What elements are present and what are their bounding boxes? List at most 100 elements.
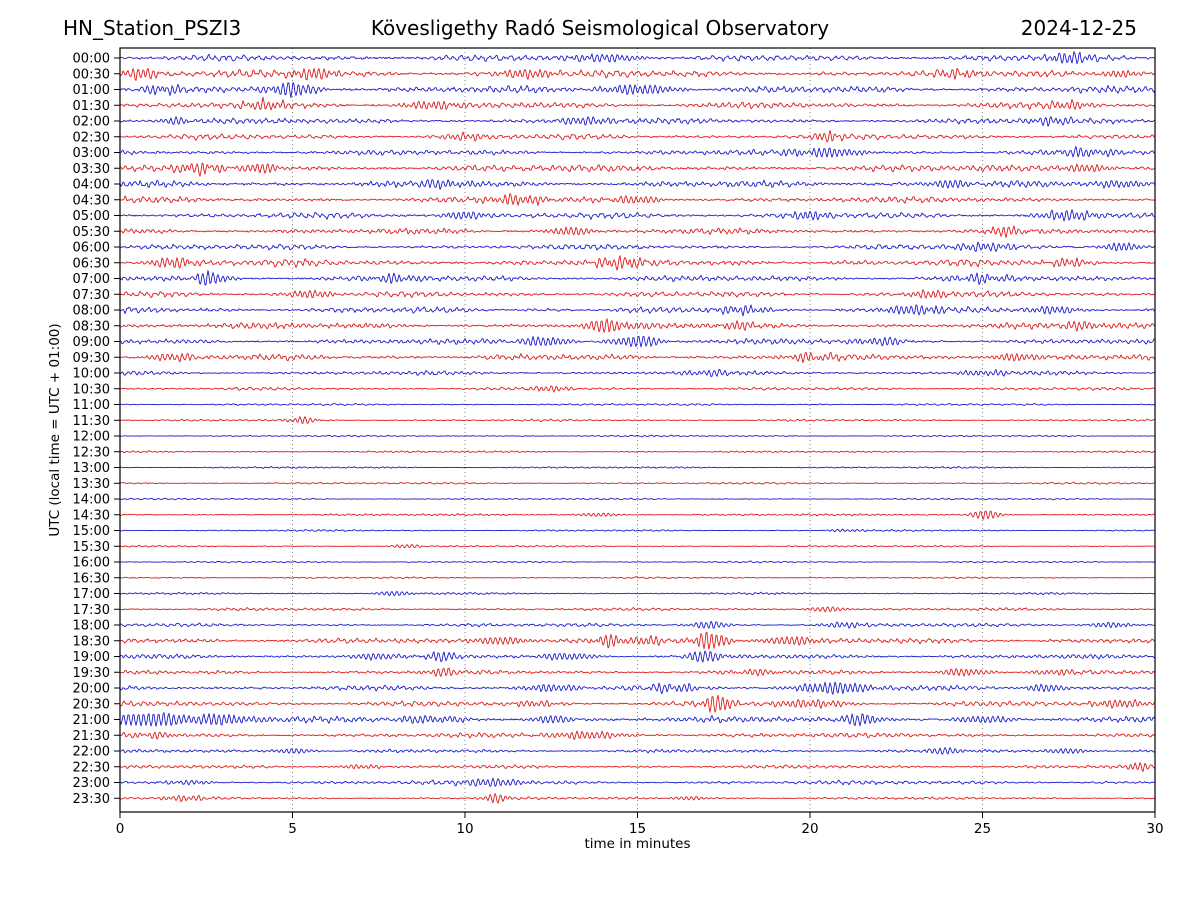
trace-row-0530 xyxy=(119,225,1156,238)
trace-row-0200 xyxy=(119,116,1156,127)
y-tick-label: 01:30 xyxy=(73,99,110,114)
y-tick-label: 11:30 xyxy=(73,414,110,429)
y-tick-label: 12:30 xyxy=(73,445,110,460)
trace-row-0700 xyxy=(119,270,1156,286)
trace-row-0000 xyxy=(119,51,1156,65)
y-tick-label: 11:00 xyxy=(73,398,110,413)
x-tick-label: 25 xyxy=(974,821,991,837)
y-tick-label: 03:00 xyxy=(73,146,110,161)
trace-row-2230 xyxy=(119,762,1156,772)
y-tick-label: 20:00 xyxy=(73,682,110,697)
trace-row-0330 xyxy=(119,162,1156,177)
trace-row-1230 xyxy=(119,450,1156,454)
y-tick-label: 18:30 xyxy=(73,634,110,649)
x-tick-label: 10 xyxy=(456,821,473,837)
trace-row-0100 xyxy=(119,82,1156,99)
trace-row-0800 xyxy=(119,304,1156,317)
x-tick-label: 20 xyxy=(801,821,818,837)
trace-row-2130 xyxy=(119,730,1156,740)
trace-row-1700 xyxy=(119,590,1156,597)
y-tick-label: 21:30 xyxy=(73,729,110,744)
trace-row-1800 xyxy=(119,620,1156,629)
trace-row-0930 xyxy=(119,351,1156,364)
trace-row-1530 xyxy=(119,543,1156,549)
trace-row-1200 xyxy=(119,434,1156,438)
trace-row-2330 xyxy=(119,793,1156,804)
x-axis-label: time in minutes xyxy=(584,836,691,852)
observatory-title: Kövesligethy Radó Seismological Observat… xyxy=(370,16,830,40)
trace-row-0900 xyxy=(119,335,1156,348)
y-tick-label: 04:30 xyxy=(73,193,110,208)
y-tick-label: 03:30 xyxy=(73,162,110,177)
y-tick-label: 16:30 xyxy=(73,571,110,586)
y-tick-label: 19:30 xyxy=(73,666,110,681)
y-tick-label: 07:00 xyxy=(73,272,110,287)
trace-row-0830 xyxy=(119,318,1156,333)
trace-row-1500 xyxy=(119,528,1156,533)
y-tick-label: 00:00 xyxy=(73,52,110,67)
y-tick-label: 23:00 xyxy=(73,776,110,791)
y-tick-label: 08:00 xyxy=(73,304,110,319)
trace-row-1630 xyxy=(119,576,1156,580)
trace-row-1000 xyxy=(119,368,1156,377)
y-tick-label: 02:30 xyxy=(73,130,110,145)
y-tick-label: 13:00 xyxy=(73,461,110,476)
y-tick-label: 20:30 xyxy=(73,697,110,712)
y-tick-label: 04:00 xyxy=(73,178,110,193)
y-tick-label: 06:00 xyxy=(73,241,110,256)
trace-row-1930 xyxy=(119,667,1156,677)
y-tick-label: 22:30 xyxy=(73,760,110,775)
y-tick-label: 12:00 xyxy=(73,430,110,445)
y-tick-label: 05:00 xyxy=(73,209,110,224)
y-tick-label: 19:00 xyxy=(73,650,110,665)
y-tick-label: 10:30 xyxy=(73,382,110,397)
trace-row-2200 xyxy=(119,747,1156,755)
trace-row-0300 xyxy=(119,145,1156,158)
y-tick-label: 09:00 xyxy=(73,335,110,350)
y-tick-label: 07:30 xyxy=(73,288,110,303)
trace-row-0430 xyxy=(119,193,1156,206)
trace-row-0230 xyxy=(119,129,1156,143)
y-tick-label: 09:30 xyxy=(73,351,110,366)
y-tick-label: 06:30 xyxy=(73,256,110,271)
y-tick-label: 16:00 xyxy=(73,556,110,571)
y-tick-label: 10:00 xyxy=(73,367,110,382)
x-tick-label: 15 xyxy=(629,821,646,837)
y-tick-label: 02:00 xyxy=(73,115,110,130)
trace-row-2100 xyxy=(119,712,1156,727)
trace-row-1300 xyxy=(119,466,1156,469)
trace-row-0130 xyxy=(119,96,1156,111)
x-tick-label: 30 xyxy=(1146,821,1163,837)
trace-row-1430 xyxy=(119,510,1156,520)
trace-row-0400 xyxy=(119,179,1156,190)
x-tick-label: 5 xyxy=(288,821,297,837)
y-tick-label: 17:00 xyxy=(73,587,110,602)
trace-row-0600 xyxy=(119,241,1156,252)
y-tick-label: 15:00 xyxy=(73,524,110,539)
trace-row-1400 xyxy=(119,497,1156,501)
y-tick-label: 13:30 xyxy=(73,477,110,492)
y-tick-label: 01:00 xyxy=(73,83,110,98)
trace-row-0030 xyxy=(119,67,1156,81)
date-title: 2024-12-25 xyxy=(1020,16,1137,40)
trace-row-1330 xyxy=(119,481,1156,485)
trace-row-1030 xyxy=(119,385,1156,393)
trace-row-0500 xyxy=(119,209,1156,222)
trace-row-0630 xyxy=(119,255,1156,271)
plot-frame xyxy=(119,47,1156,813)
trace-row-1830 xyxy=(119,631,1156,650)
y-tick-label: 00:30 xyxy=(73,67,110,82)
trace-row-1730 xyxy=(119,606,1156,613)
trace-row-1100 xyxy=(119,402,1156,407)
station-title: HN_Station_PSZI3 xyxy=(63,16,242,40)
trace-row-1600 xyxy=(119,560,1156,564)
y-tick-label: 22:00 xyxy=(73,745,110,760)
trace-row-0730 xyxy=(119,289,1156,299)
y-tick-label: 18:00 xyxy=(73,619,110,634)
x-tick-label: 0 xyxy=(116,821,125,837)
y-tick-label: 17:30 xyxy=(73,603,110,618)
y-tick-label: 14:30 xyxy=(73,508,110,523)
trace-row-1900 xyxy=(119,650,1156,663)
